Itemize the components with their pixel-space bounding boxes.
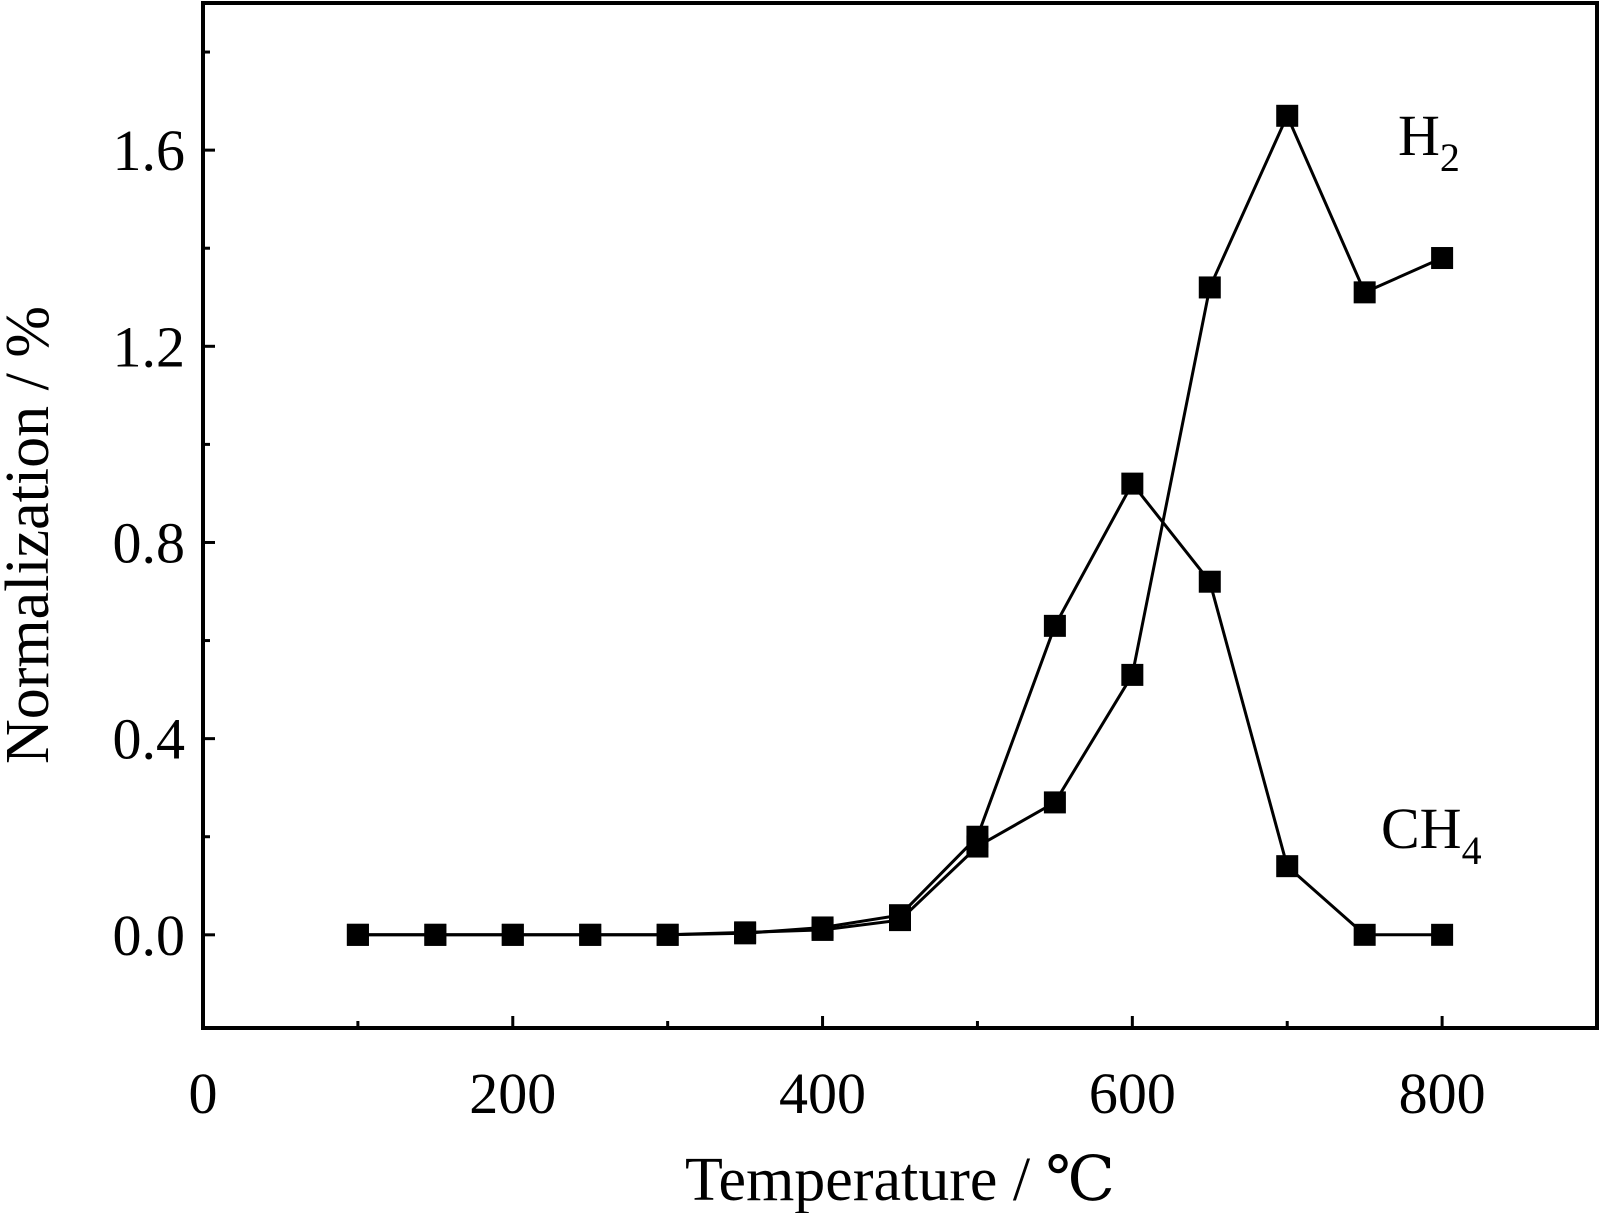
data-point-ch4 [501, 923, 524, 946]
x-axis-title: Temperature / ℃ [685, 1146, 1115, 1213]
data-point-h2 [1121, 663, 1144, 686]
data-point-h2 [1431, 247, 1454, 270]
data-point-ch4 [889, 904, 911, 927]
data-point-ch4 [1431, 923, 1454, 946]
y-tick-label: 0.8 [113, 510, 186, 575]
series-label-ch4: CH4 [1381, 796, 1482, 873]
y-tick-label: 1.2 [113, 314, 186, 379]
data-point-h2 [1353, 281, 1376, 304]
y-axis-title: Normalization / % [0, 306, 62, 764]
data-point-ch4 [1043, 614, 1066, 637]
x-tick-label: 200 [469, 1061, 556, 1126]
data-point-ch4 [1353, 923, 1376, 946]
data-point-h2 [1276, 104, 1299, 127]
data-point-h2 [1198, 276, 1221, 299]
y-tick-label: 1.6 [113, 118, 186, 183]
series-line-h2 [357, 112, 1443, 937]
plot-frame [201, 1, 1599, 1030]
series-ch4 [346, 472, 1454, 946]
y-tick-label: 0.0 [113, 903, 186, 968]
data-point-ch4 [424, 923, 447, 946]
data-point-ch4 [811, 916, 834, 939]
data-point-ch4 [656, 923, 679, 946]
x-tick-label: 800 [1399, 1061, 1486, 1126]
series-label-h2: H2 [1398, 103, 1460, 180]
axis-ticks: 0 200 400 600 800 0.0 0.4 0.8 1.2 1.6 [113, 50, 1486, 1126]
data-point-ch4 [346, 923, 369, 946]
x-tick-label: 600 [1089, 1061, 1176, 1126]
data-point-ch4 [1276, 855, 1299, 878]
x-tick-label: 0 [189, 1061, 218, 1126]
data-point-h2 [1043, 791, 1066, 814]
data-point-ch4 [1198, 570, 1221, 593]
data-point-ch4 [966, 825, 989, 848]
data-point-ch4 [579, 923, 602, 946]
y-tick-label: 0.4 [113, 707, 186, 772]
x-tick-label: 400 [779, 1061, 866, 1126]
data-point-ch4 [1121, 472, 1144, 495]
series-layer [346, 104, 1454, 946]
series-h2 [346, 104, 1454, 946]
data-point-ch4 [734, 922, 757, 945]
